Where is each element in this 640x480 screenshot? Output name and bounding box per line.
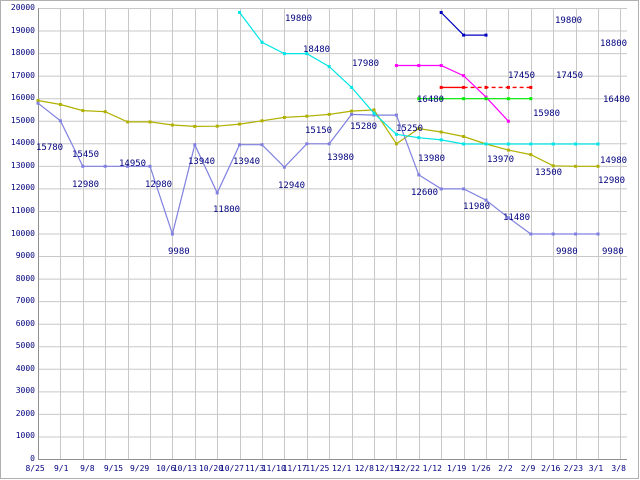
data-point-label: 9980	[556, 247, 578, 257]
y-tick-label: 0	[30, 454, 35, 463]
x-tick-label: 3/1	[588, 464, 604, 473]
data-point-label: 19800	[555, 16, 583, 26]
data-point-label: 19800	[285, 14, 313, 24]
x-tick-label: 11/25	[305, 464, 330, 473]
data-point-label: 15980	[533, 109, 561, 119]
x-tick-label: 10/20	[198, 464, 224, 473]
y-tick-label: 11000	[10, 205, 35, 215]
x-tick-label: 12/1	[332, 464, 352, 473]
y-tick-label: 2000	[15, 408, 35, 418]
data-point-label: 16480	[417, 95, 445, 105]
data-point-label: 11980	[463, 202, 491, 212]
y-tick-label: 13000	[10, 160, 35, 170]
x-tick-label: 8/25	[25, 464, 45, 473]
y-tick-label: 18000	[10, 48, 35, 58]
data-point-label: 17450	[508, 71, 536, 81]
data-point-label: 15450	[72, 150, 100, 160]
y-tick-label: 17000	[10, 70, 35, 80]
series-green-series	[417, 97, 533, 101]
data-point-label: 14980	[600, 156, 628, 166]
data-point-label: 17980	[352, 59, 380, 69]
data-point-label: 11800	[213, 205, 241, 215]
x-tick-label: 11/3	[244, 464, 265, 473]
data-point-label: 9980	[602, 247, 624, 257]
data-point-label: 13940	[233, 157, 261, 167]
data-point-label: 15280	[350, 122, 378, 132]
x-tick-label: 2/9	[520, 464, 536, 473]
x-tick-label: 10/13	[172, 464, 197, 473]
x-tick-label: 9/8	[80, 464, 95, 473]
y-tick-label: 9000	[15, 251, 35, 261]
data-point-label: 12980	[72, 180, 100, 190]
series-olive-series	[36, 99, 600, 168]
data-point-label: 13970	[487, 155, 515, 165]
y-tick-label: 5000	[15, 341, 35, 351]
y-tick-label: 14000	[10, 138, 35, 148]
x-tick-label: 9/29	[129, 464, 150, 473]
x-tick-label: 2/23	[563, 464, 584, 473]
x-tick-label: 9/15	[103, 464, 124, 473]
data-point-label: 16480	[603, 95, 631, 105]
x-tick-label: 11/10	[261, 464, 286, 473]
y-tick-label: 6000	[15, 318, 35, 328]
data-point-label: 18480	[303, 45, 331, 55]
data-point-label: 9980	[168, 247, 190, 257]
x-tick-label: 1/19	[447, 464, 467, 473]
x-tick-label: 10/27	[219, 464, 244, 473]
y-tick-label: 19000	[10, 25, 35, 35]
y-tick-label: 16000	[10, 93, 35, 103]
data-point-label: 12980	[145, 180, 173, 190]
data-point-label: 13500	[535, 168, 563, 178]
series-cyan-series	[238, 11, 600, 146]
data-point-label: 13940	[188, 157, 216, 167]
series-light-purple-series	[36, 101, 600, 237]
data-point-label: 13980	[418, 154, 446, 164]
y-tick-label: 10000	[10, 228, 35, 238]
series-red-series	[439, 85, 533, 89]
x-tick-label: 12/8	[354, 464, 374, 473]
y-tick-label: 3000	[15, 386, 35, 396]
data-point-label: 12980	[598, 176, 626, 186]
y-tick-label: 15000	[10, 115, 35, 125]
data-point-label: 14950	[119, 159, 147, 169]
x-tick-label: 12/22	[395, 464, 420, 473]
data-point-label: 12940	[278, 181, 306, 191]
data-point-label: 18800	[600, 39, 628, 49]
x-tick-label: 10/6	[156, 464, 176, 473]
y-tick-label: 12000	[10, 183, 35, 193]
x-tick-label: 9/1	[53, 464, 69, 473]
y-tick-label: 1000	[15, 431, 35, 441]
data-point-label: 12600	[411, 188, 439, 198]
data-point-label: 13980	[327, 153, 355, 163]
data-point-label: 11480	[503, 213, 531, 223]
data-point-label: 15150	[305, 126, 333, 136]
data-point-label: 15780	[36, 143, 64, 153]
x-tick-label: 2/2	[498, 464, 513, 473]
x-tick-label: 1/26	[471, 464, 491, 473]
series-dark-blue-series	[439, 11, 488, 37]
series-magenta-series	[394, 64, 510, 123]
x-tick-label: 3/8	[611, 464, 626, 473]
x-tick-label: 11/17	[282, 464, 307, 473]
y-tick-label: 20000	[10, 3, 35, 12]
x-tick-label: 2/16	[541, 464, 561, 473]
data-point-label: 15250	[396, 124, 424, 134]
data-point-label: 17450	[556, 71, 584, 81]
y-tick-label: 8000	[15, 273, 35, 283]
y-tick-label: 4000	[15, 363, 35, 373]
x-tick-label: 1/12	[422, 464, 442, 473]
x-tick-label: 12/15	[374, 464, 400, 473]
y-tick-label: 7000	[15, 296, 35, 306]
